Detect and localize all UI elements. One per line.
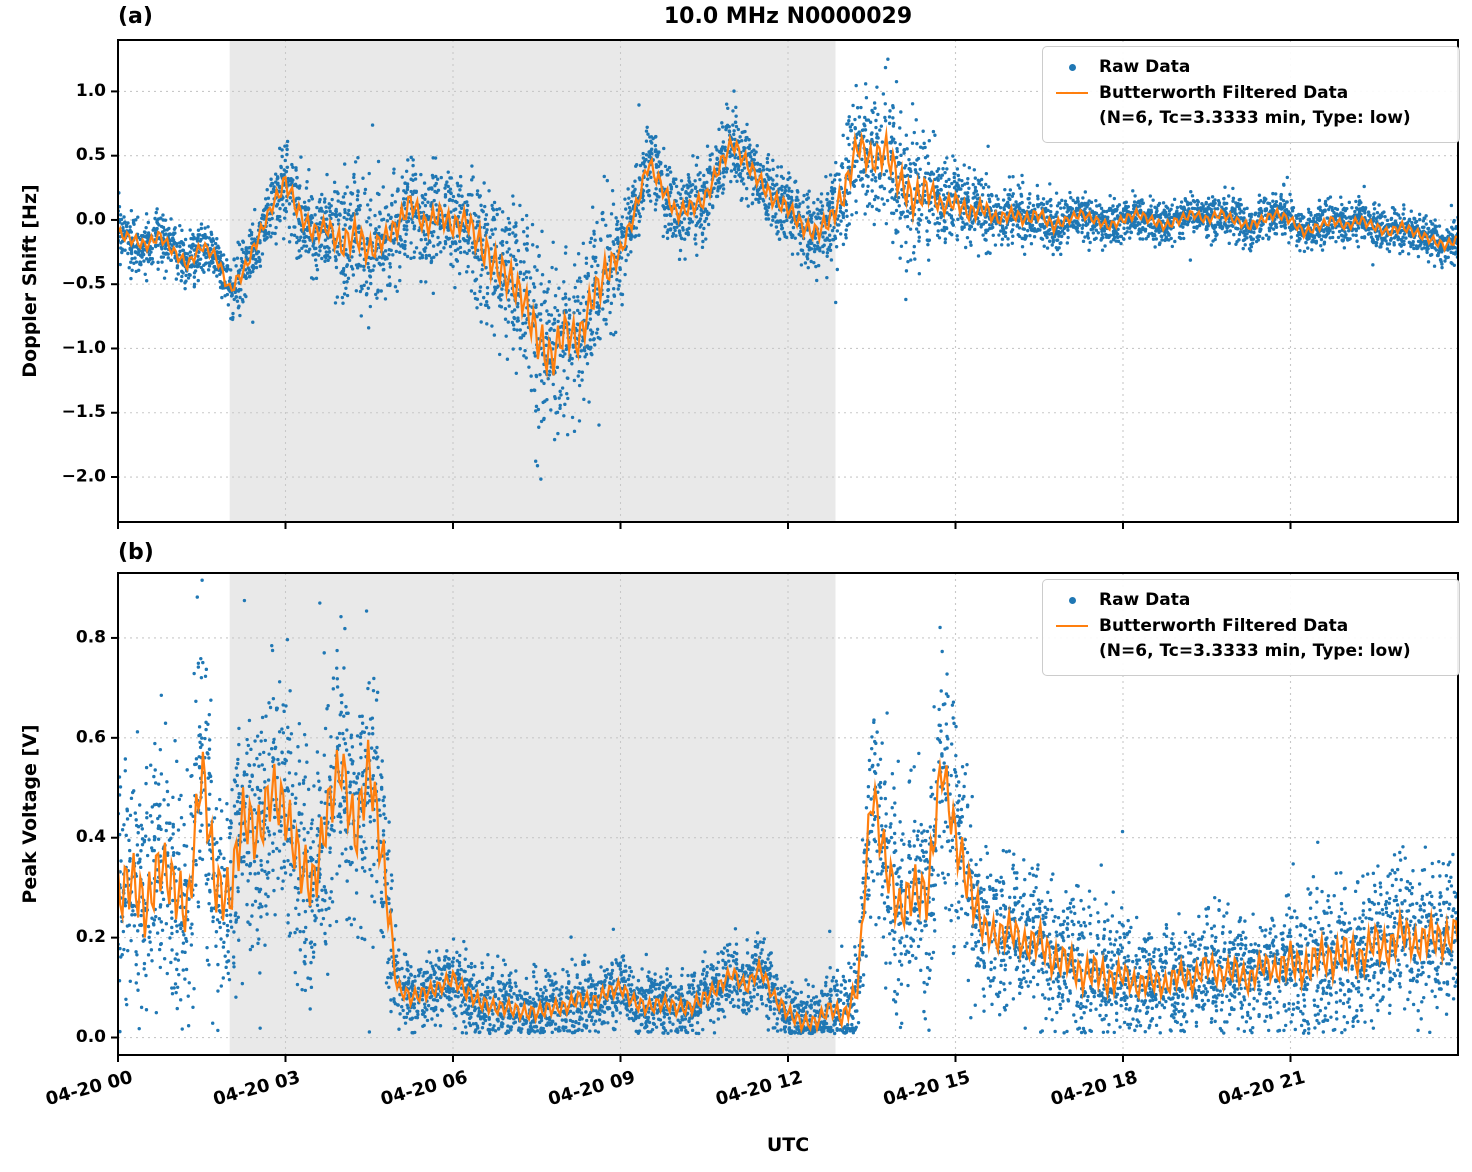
panel-a-ylabel: Doppler Shift [Hz] [19,184,41,378]
legend-filtered-entry: Butterworth Filtered Data [1053,614,1449,640]
legend-raw-label: Raw Data [1099,590,1191,610]
legend-raw-entry: Raw Data [1053,588,1449,614]
chart-title: 10.0 MHz N0000029 [663,4,913,29]
filtered-line-icon [1053,92,1091,95]
legend-panel-a: Raw Data Butterworth Filtered Data (N=6,… [1042,46,1460,143]
legend-raw-entry: Raw Data [1053,55,1449,81]
legend-filtered-sublabel: (N=6, Tc=3.3333 min, Type: low) [1099,108,1411,128]
panel-b-letter: (b) [118,540,154,565]
panel-b-ylabel: Peak Voltage [V] [19,724,41,904]
raw-marker-icon [1053,597,1091,605]
x-axis-label: UTC [766,1134,810,1156]
legend-filtered-entry: Butterworth Filtered Data [1053,81,1449,107]
legend-filtered-sublabel: (N=6, Tc=3.3333 min, Type: low) [1099,641,1411,661]
legend-panel-b: Raw Data Butterworth Filtered Data (N=6,… [1042,579,1460,676]
panel-a-letter: (a) [118,4,153,29]
filtered-line-icon [1053,625,1091,628]
legend-filtered-label: Butterworth Filtered Data [1099,82,1349,103]
legend-raw-label: Raw Data [1099,57,1191,77]
raw-marker-icon [1053,64,1091,72]
legend-filtered-label: Butterworth Filtered Data [1099,615,1349,636]
